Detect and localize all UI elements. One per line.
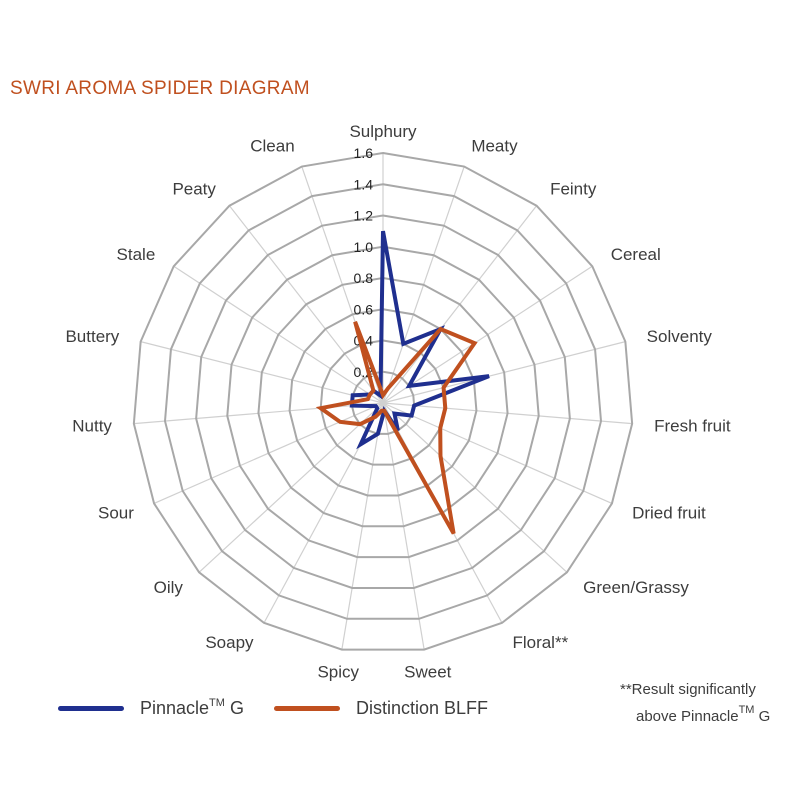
legend-swatch-pinnacle — [58, 705, 124, 711]
grid-ring — [226, 245, 540, 559]
axis-label: Peaty — [172, 179, 216, 198]
legend-label-distinction: Distinction BLFF — [355, 697, 488, 718]
grid-ring — [132, 151, 634, 651]
axis-label: Sweet — [404, 662, 452, 681]
axis-label: Meaty — [471, 137, 518, 156]
footnote-line-1: **Result significantly — [620, 681, 756, 698]
series-line-pinnacle — [349, 230, 490, 450]
axis-label: Green/Grassy — [583, 578, 689, 597]
legend-swatch-distinction — [273, 705, 340, 711]
axis-label: Cereal — [611, 245, 661, 264]
grid-ring — [257, 276, 509, 528]
axis-label: Stale — [117, 245, 156, 264]
axis-label: Nutty — [72, 416, 112, 435]
legend-item-pinnacle: PinnacleTM G — [58, 697, 244, 719]
radial-tick-label: 0.8 — [354, 270, 374, 286]
axis-label: Floral** — [512, 633, 568, 652]
footnote: **Result significantly above PinnacleTM … — [620, 680, 795, 727]
legend: PinnacleTM G Distinction BLFF — [58, 697, 518, 719]
radial-tick-label: 1.2 — [354, 208, 374, 224]
radial-tick-label: 1.4 — [354, 176, 374, 192]
grid-ring — [195, 214, 571, 589]
radial-tick-label: 1.6 — [354, 145, 374, 161]
axis-label: Fresh fruit — [654, 416, 731, 435]
axis-label: Clean — [250, 137, 294, 156]
radial-tick-label: 0.6 — [354, 301, 374, 317]
axis-label: Dried fruit — [632, 503, 706, 522]
axis-label: Sulphury — [349, 122, 417, 141]
grid-ring — [163, 183, 603, 620]
axis-label: Buttery — [65, 327, 119, 346]
grid-ring — [319, 339, 447, 466]
axis-label: Oily — [154, 578, 184, 597]
series-line-distinction — [315, 321, 478, 535]
footnote-line-2: above PinnacleTM G — [636, 704, 771, 725]
legend-label-pinnacle: PinnacleTM G — [140, 697, 244, 718]
radial-tick-label: 1.0 — [354, 239, 374, 255]
axis-label: Sour — [98, 503, 134, 522]
axis-label: Spicy — [317, 662, 359, 681]
axis-label: Solventy — [647, 327, 713, 346]
legend-item-distinction: Distinction BLFF — [273, 697, 488, 719]
axis-label: Soapy — [205, 633, 254, 652]
axis-label: Feinty — [550, 179, 597, 198]
chart-title: SWRI AROMA SPIDER DIAGRAM — [10, 78, 310, 99]
